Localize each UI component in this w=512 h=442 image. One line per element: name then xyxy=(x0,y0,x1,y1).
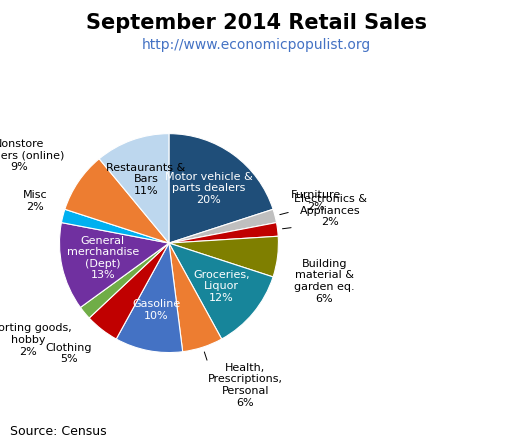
Text: Groceries,
Liquor
12%: Groceries, Liquor 12% xyxy=(193,270,249,303)
Text: Misc
2%: Misc 2% xyxy=(23,190,47,212)
Text: Motor vehicle &
parts dealers
20%: Motor vehicle & parts dealers 20% xyxy=(165,171,253,205)
Wedge shape xyxy=(169,243,222,352)
Wedge shape xyxy=(169,243,273,339)
Wedge shape xyxy=(99,133,169,243)
Wedge shape xyxy=(116,243,183,353)
Wedge shape xyxy=(61,209,169,243)
Text: Source: Census: Source: Census xyxy=(10,425,107,438)
Wedge shape xyxy=(169,223,278,243)
Wedge shape xyxy=(169,236,279,277)
Text: Gasoline
10%: Gasoline 10% xyxy=(132,299,180,320)
Text: Health,
Prescriptions,
Personal
6%: Health, Prescriptions, Personal 6% xyxy=(208,363,283,408)
Text: General
merchandise
(Dept)
13%: General merchandise (Dept) 13% xyxy=(67,236,139,280)
Text: September 2014 Retail Sales: September 2014 Retail Sales xyxy=(86,13,426,33)
Wedge shape xyxy=(169,209,276,243)
Text: Electronics &
Appliances
2%: Electronics & Appliances 2% xyxy=(294,194,367,227)
Wedge shape xyxy=(65,159,169,243)
Text: Furniture
2%: Furniture 2% xyxy=(291,190,341,212)
Text: http://www.economicpopulist.org: http://www.economicpopulist.org xyxy=(141,38,371,52)
Text: Sporting goods,
hobby
2%: Sporting goods, hobby 2% xyxy=(0,324,72,357)
Wedge shape xyxy=(59,223,169,308)
Wedge shape xyxy=(80,243,169,318)
Text: Building
material &
garden eq.
6%: Building material & garden eq. 6% xyxy=(294,259,354,304)
Wedge shape xyxy=(169,133,273,243)
Text: Nonstore
retailers (online)
9%: Nonstore retailers (online) 9% xyxy=(0,139,65,172)
Text: Restaurants &
Bars
11%: Restaurants & Bars 11% xyxy=(106,163,185,196)
Text: Clothing
5%: Clothing 5% xyxy=(45,343,92,364)
Wedge shape xyxy=(89,243,169,339)
